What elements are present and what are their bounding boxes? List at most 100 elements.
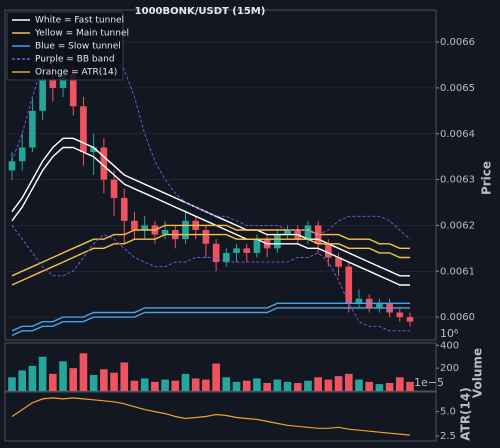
volume-bar bbox=[202, 379, 210, 391]
volume-bar bbox=[181, 373, 190, 391]
candle-body bbox=[141, 225, 148, 230]
volume-bar bbox=[120, 362, 129, 391]
volume-bar bbox=[395, 377, 404, 391]
legend-box bbox=[6, 11, 124, 81]
candle-body bbox=[18, 147, 26, 162]
volume-bar bbox=[212, 363, 220, 391]
chart-title: 1000BONK/USDT (15M) bbox=[135, 6, 266, 17]
candle-body bbox=[202, 230, 210, 244]
volume-bar bbox=[110, 372, 118, 391]
candle-body bbox=[80, 106, 87, 153]
volume-bar bbox=[191, 378, 200, 391]
volume-bar bbox=[89, 375, 98, 391]
atr-panel bbox=[4, 391, 437, 442]
legend-label: Purple = BB band bbox=[35, 55, 115, 65]
candle-body bbox=[233, 248, 240, 253]
candle-body bbox=[396, 312, 404, 318]
band-line bbox=[11, 224, 410, 277]
volume-bar bbox=[242, 380, 251, 391]
y-tick-label: 0.0066 bbox=[440, 37, 475, 48]
y-tick-label: 0.0062 bbox=[440, 220, 475, 231]
volume-bar bbox=[38, 356, 47, 391]
volume-bar bbox=[293, 383, 302, 391]
band-line bbox=[11, 146, 410, 286]
candle-body bbox=[29, 110, 36, 148]
volume-bar bbox=[406, 381, 414, 391]
legend-label: Orange = ATR(14) bbox=[35, 68, 117, 78]
volume-bar bbox=[232, 381, 241, 391]
y-tick-label: 2.5 bbox=[440, 431, 456, 442]
volume-bar bbox=[365, 381, 374, 391]
volume-bar bbox=[344, 373, 353, 391]
candle-body bbox=[131, 220, 138, 230]
volume-bar bbox=[59, 361, 67, 391]
candle-body bbox=[253, 239, 261, 253]
band-line bbox=[11, 23, 411, 240]
candle-body bbox=[39, 78, 46, 111]
offset-text: 1e−5 bbox=[414, 376, 444, 389]
candle-body bbox=[49, 78, 57, 88]
volume-bar bbox=[161, 379, 169, 391]
y-tick-label: 0.0060 bbox=[440, 312, 475, 323]
candle-body bbox=[243, 248, 251, 253]
y-axis-label: Price bbox=[480, 161, 494, 195]
legend-label: Yellow = Main tunnel bbox=[34, 29, 129, 39]
volume-bar bbox=[273, 379, 282, 391]
volume-bar bbox=[79, 353, 88, 391]
candle-body bbox=[90, 147, 97, 153]
band-line bbox=[11, 225, 410, 332]
volume-bar bbox=[28, 365, 37, 391]
volume-bar bbox=[334, 376, 343, 391]
band-line bbox=[11, 307, 410, 337]
band-line bbox=[11, 137, 410, 277]
volume-bar bbox=[385, 383, 394, 391]
atr-line bbox=[11, 397, 411, 436]
candle-body bbox=[304, 225, 312, 240]
candle-body bbox=[100, 147, 108, 180]
volume-bar bbox=[263, 383, 271, 391]
volume-bar bbox=[253, 378, 261, 391]
volume-bar bbox=[375, 384, 384, 391]
volume-bar bbox=[130, 380, 139, 391]
band-line bbox=[11, 302, 410, 332]
candle-body bbox=[335, 257, 342, 267]
y-axis-label: Volume bbox=[471, 348, 485, 398]
volume-bar bbox=[324, 379, 333, 391]
y-tick-label: 0.0065 bbox=[440, 83, 475, 94]
candle-body bbox=[284, 230, 291, 235]
y-tick-label: 5.0 bbox=[440, 407, 456, 418]
candle-body bbox=[110, 179, 118, 198]
y-tick-label: 200 bbox=[440, 363, 459, 374]
y-axis-label: ATR(14) bbox=[459, 387, 473, 440]
offset-text: 10⁶ bbox=[440, 327, 459, 340]
candle-body bbox=[345, 266, 353, 304]
candle-body bbox=[212, 243, 220, 263]
candle-body bbox=[376, 303, 383, 308]
legend: White = Fast tunnel Yellow = Main tunnel B… bbox=[6, 11, 129, 81]
volume-bar bbox=[314, 377, 322, 391]
candle-body bbox=[161, 230, 169, 235]
candle-body bbox=[182, 220, 189, 240]
band-line bbox=[11, 233, 410, 286]
legend-label: White = Fast tunnel bbox=[35, 16, 124, 26]
y-tick-label: 400 bbox=[440, 340, 459, 351]
volume-bar bbox=[18, 370, 27, 391]
volume-bar bbox=[222, 377, 231, 391]
volume-bar bbox=[69, 368, 78, 391]
y-tick-label: 0.0061 bbox=[440, 266, 475, 277]
volume-bar bbox=[140, 378, 149, 391]
candle-body bbox=[355, 298, 363, 304]
volume-bar bbox=[151, 381, 159, 391]
candle-body bbox=[59, 74, 67, 88]
volume-bar bbox=[171, 380, 180, 391]
legend-label: Blue = Slow tunnel bbox=[35, 42, 121, 52]
y-tick-label: 0.0064 bbox=[440, 129, 475, 140]
candle-body bbox=[69, 74, 77, 107]
candle-body bbox=[8, 161, 16, 171]
y-tick-label: 0.0063 bbox=[440, 175, 475, 186]
candle-body bbox=[274, 234, 281, 249]
volume-bar bbox=[48, 373, 57, 391]
volume-bar bbox=[8, 377, 16, 391]
volume-bar bbox=[100, 369, 108, 391]
